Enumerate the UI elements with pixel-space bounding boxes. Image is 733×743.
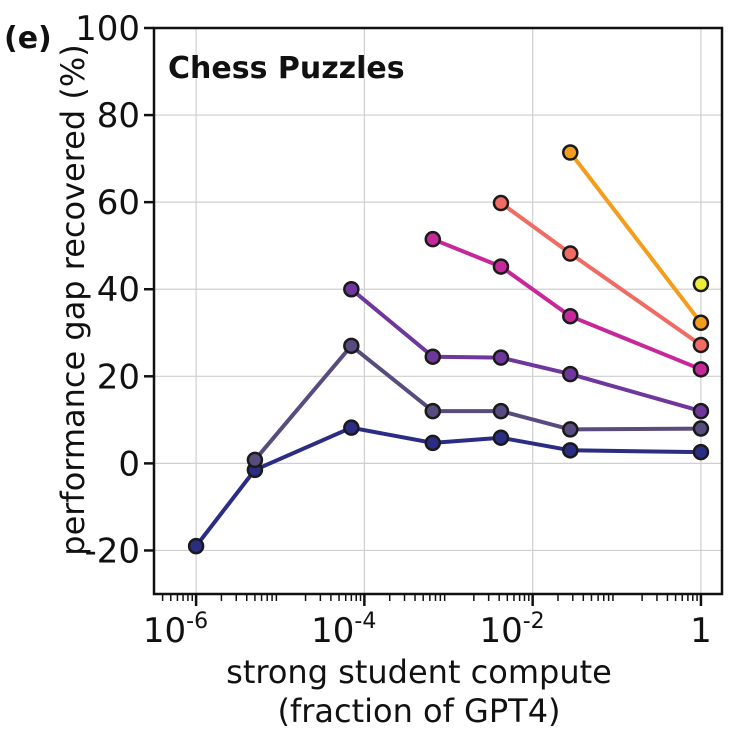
data-point	[424, 402, 442, 420]
series	[246, 337, 710, 469]
y-tick-label: 60	[97, 183, 140, 223]
data-point	[343, 419, 360, 436]
series	[343, 280, 710, 420]
data-point	[343, 280, 360, 298]
y-tick-label: 0	[118, 444, 140, 484]
x-tick-label: 1	[690, 611, 712, 651]
y-tick-label: 20	[97, 357, 140, 397]
series	[492, 194, 710, 354]
data-point	[692, 314, 710, 332]
data-point	[692, 402, 710, 420]
grid-lines	[154, 27, 722, 594]
x-axis-label: strong student compute	[226, 653, 612, 691]
data-point	[492, 349, 510, 366]
data-point	[692, 361, 710, 378]
x-tick-label: 10-6	[143, 609, 208, 651]
data-point	[424, 434, 442, 452]
y-tick-label: 80	[97, 96, 140, 136]
data-point	[562, 144, 579, 161]
data-point	[562, 245, 579, 262]
data-point	[692, 336, 710, 354]
y-tick-label: 40	[97, 270, 140, 310]
x-axis-label-line2: (fraction of GPT4)	[277, 692, 560, 730]
axis-ticks: -20 0 20 40 60 80 100 10-6 10-4 10-2 1	[75, 9, 712, 651]
x-tick-label: 10-4	[311, 609, 376, 651]
data-point	[562, 421, 579, 438]
plot-frame	[152, 26, 724, 596]
series-line	[253, 343, 701, 462]
series	[424, 230, 710, 378]
data-point	[492, 194, 510, 212]
x-tick-label: 10-2	[479, 609, 544, 651]
data-point	[692, 275, 710, 293]
data-point	[492, 429, 510, 446]
series-line	[499, 201, 703, 347]
series-layer	[187, 144, 710, 555]
y-tick-label: 100	[75, 9, 140, 49]
data-point	[246, 451, 264, 469]
data-point	[492, 258, 510, 275]
series	[187, 419, 710, 555]
data-point	[692, 443, 710, 461]
data-point	[187, 537, 205, 555]
data-point	[562, 365, 579, 383]
y-tick-label: -20	[84, 531, 140, 571]
series	[562, 144, 710, 332]
series	[692, 275, 710, 293]
data-point	[492, 402, 510, 420]
data-point	[692, 420, 710, 437]
data-point	[562, 307, 579, 325]
data-point	[343, 337, 360, 355]
series-line	[194, 425, 701, 548]
chart-title: Chess Puzzles	[168, 51, 405, 86]
series-line	[568, 151, 703, 325]
data-point	[424, 230, 442, 248]
data-point	[562, 442, 579, 459]
panel-label: (e)	[4, 21, 52, 56]
data-point	[424, 348, 442, 365]
y-axis-label: performance gap recovered (%)	[54, 44, 92, 555]
series-line	[432, 237, 702, 372]
